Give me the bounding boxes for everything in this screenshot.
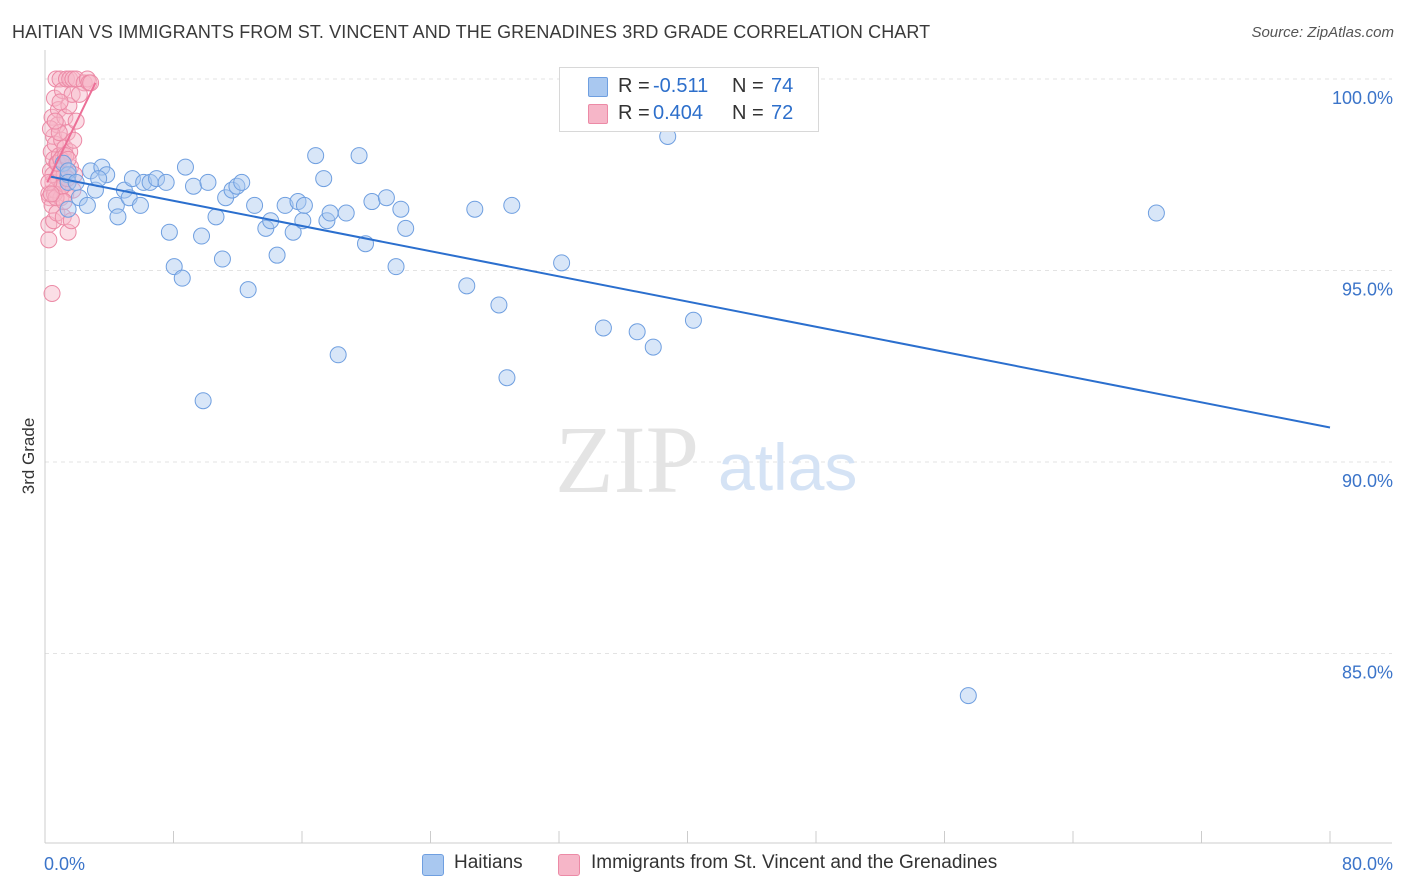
y-axis-label: 3rd Grade [19, 418, 38, 495]
data-point [503, 196, 521, 214]
x-tick-label: 80.0% [1342, 854, 1393, 874]
watermark-zip: ZIP [555, 406, 699, 513]
legend-label-haitians: Haitians [454, 852, 523, 873]
data-point [295, 196, 313, 214]
data-point [628, 323, 646, 341]
data-point [387, 258, 405, 276]
r-label: R = [618, 75, 650, 97]
trend-line-svg [46, 82, 97, 183]
source-label: Source: ZipAtlas.com [1251, 24, 1394, 41]
data-point [213, 250, 231, 268]
data-point [46, 112, 64, 130]
series-blue-points [54, 70, 1165, 705]
trend-lines [46, 82, 1331, 429]
data-point [392, 200, 410, 218]
data-point [458, 277, 476, 295]
data-point [498, 369, 516, 387]
data-point [59, 200, 77, 218]
data-point [377, 189, 395, 207]
y-tick-label: 90.0% [1342, 471, 1393, 491]
watermark-atlas: atlas [718, 430, 857, 504]
data-point [173, 269, 191, 287]
data-point [1147, 204, 1165, 222]
data-point [78, 196, 96, 214]
y-tick-label: 100.0% [1332, 88, 1393, 108]
data-point [43, 284, 61, 302]
data-point [594, 319, 612, 337]
legend-swatch-pink [558, 854, 580, 876]
data-point [199, 173, 217, 191]
data-point [397, 219, 415, 237]
chart-title: HAITIAN VS IMMIGRANTS FROM ST. VINCENT A… [12, 22, 931, 42]
data-point [50, 124, 68, 142]
data-point [109, 208, 127, 226]
data-point [363, 193, 381, 211]
data-point [553, 254, 571, 272]
n-value: 74 [771, 75, 794, 97]
data-point [315, 170, 333, 188]
axes [44, 50, 1392, 844]
data-point [684, 311, 702, 329]
x-tick-labels: 0.0% 80.0% [44, 854, 1393, 874]
data-point [194, 392, 212, 410]
data-point [246, 196, 264, 214]
data-point [644, 338, 662, 356]
n-value: 72 [771, 102, 794, 124]
data-point [233, 173, 251, 191]
data-point [268, 246, 286, 264]
data-point [184, 177, 202, 195]
data-point [98, 166, 116, 184]
r-value: -0.511 [653, 75, 709, 97]
data-point [135, 173, 153, 191]
data-point [239, 281, 257, 299]
data-point [321, 204, 339, 222]
data-point [307, 147, 325, 165]
data-point [337, 204, 355, 222]
legend-label-svg: Immigrants from St. Vincent and the Gren… [591, 852, 998, 873]
data-point [959, 687, 977, 705]
data-point [157, 173, 175, 191]
data-point [466, 200, 484, 218]
y-tick-label: 85.0% [1342, 663, 1393, 683]
data-point [276, 196, 294, 214]
data-point [350, 147, 368, 165]
data-point [193, 227, 211, 245]
x-tick-label: 0.0% [44, 854, 85, 874]
stats-swatch-blue [588, 77, 608, 97]
data-point [123, 170, 141, 188]
y-tick-labels: 100.0% 95.0% 90.0% 85.0% [1332, 88, 1393, 683]
stats-row-svg: R = 0.404 N = 72 [560, 100, 818, 128]
grid-lines [45, 78, 1392, 654]
n-label: N = [732, 75, 764, 97]
n-label: N = [732, 102, 764, 124]
data-point [490, 296, 508, 314]
data-point [42, 185, 60, 203]
trend-line-haitians [50, 175, 1331, 429]
data-point [207, 208, 225, 226]
data-point [70, 85, 88, 103]
data-point [176, 158, 194, 176]
data-point [148, 170, 166, 188]
y-tick-label: 95.0% [1342, 280, 1393, 300]
stats-legend: R = -0.511 N = 74 R = 0.404 N = 72 [559, 67, 819, 132]
data-point [131, 196, 149, 214]
stats-swatch-pink [588, 104, 608, 124]
data-point [40, 231, 58, 249]
watermark: ZIP atlas [555, 406, 857, 513]
legend-swatch-blue [422, 854, 444, 876]
r-value: 0.404 [653, 102, 704, 124]
stats-row-haitians: R = -0.511 N = 74 [560, 73, 818, 101]
data-point [160, 223, 178, 241]
r-label: R = [618, 102, 650, 124]
data-point [51, 93, 69, 111]
data-point [165, 258, 183, 276]
data-point [329, 346, 347, 364]
